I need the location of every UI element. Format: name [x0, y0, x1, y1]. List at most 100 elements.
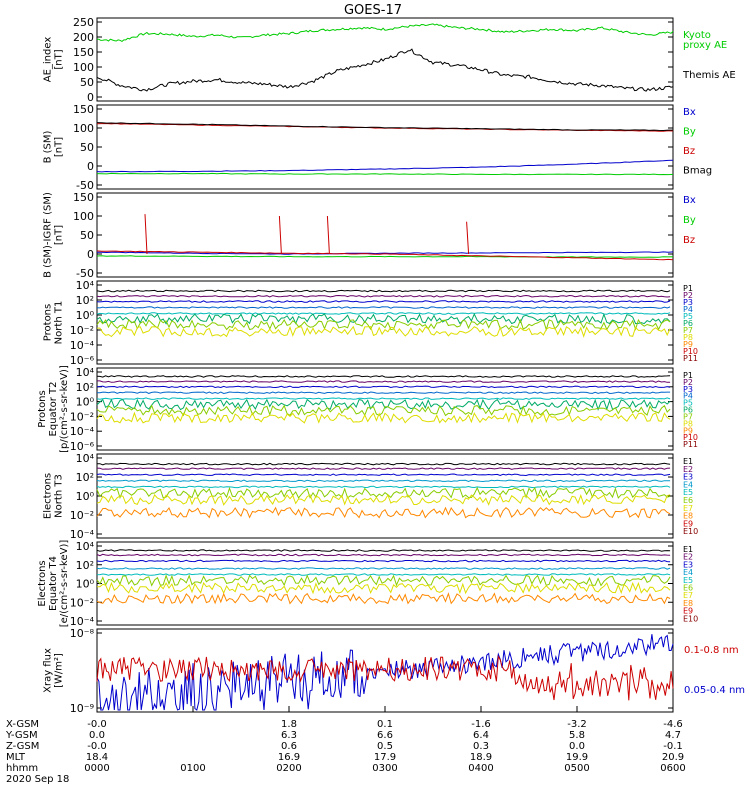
y-axis-label: B (SM) — [43, 130, 54, 163]
flux-channel-e5 — [96, 573, 671, 576]
panel-frame — [96, 192, 674, 278]
legend-entry: P7 — [683, 326, 693, 335]
y-tick-label: 10⁻⁶ — [70, 354, 95, 367]
flux-channel-e6 — [96, 486, 671, 500]
y-tick-label: 10⁴ — [76, 540, 95, 553]
y-tick-label: 10⁰ — [76, 396, 95, 409]
series-bmag — [96, 122, 673, 132]
legend-entry: P5 — [683, 399, 693, 408]
legend-entry: P8 — [683, 419, 693, 428]
legend-entry: P6 — [683, 319, 693, 328]
panel-protons_t1: 10⁴ 10² 10⁰ 10⁻² 10⁻⁴ 10⁻⁶ Protons North T1 P1P2… — [43, 279, 699, 367]
legend-entry: P8 — [683, 333, 693, 342]
flux-channel-e5 — [96, 485, 671, 489]
spike-line — [144, 214, 148, 255]
legend-entry: P10 — [683, 433, 698, 442]
flux-channel-p5 — [96, 397, 671, 400]
legend-entry: E4 — [683, 480, 693, 489]
panel-electrons_t3: 10⁴ 10² 10⁰ 10⁻² 10⁻⁴ Electrons North T3 E1E2E3… — [43, 452, 699, 541]
legend-entry: P11 — [683, 440, 698, 449]
x-axis-time: 0300 — [372, 763, 397, 774]
x-axis-value: -0.1 — [663, 741, 683, 752]
y-tick-label: 0 — [87, 91, 94, 104]
y-tick-label: 10⁰ — [76, 309, 95, 322]
flux-channel-p3 — [96, 300, 671, 303]
y-tick-label: 10⁻⁹ — [70, 702, 94, 715]
y-tick-label: 0 — [87, 248, 94, 261]
legend-entry: Bmag — [683, 166, 712, 177]
y-tick-label: 10² — [76, 559, 94, 572]
flux-channel-e7 — [97, 581, 671, 595]
x-axis-value: 4.7 — [665, 730, 681, 741]
flux-channel-p3 — [96, 385, 671, 389]
y-tick-label: 10⁰ — [76, 490, 95, 503]
flux-channel-e3 — [96, 559, 671, 563]
legend-entry: E8 — [683, 599, 693, 608]
y-tick-label: 10⁻⁴ — [70, 528, 95, 541]
legend-entry: Bx — [683, 107, 696, 118]
y-tick-label: 10⁻⁶ — [70, 440, 95, 453]
y-axis-label: AE_index — [43, 37, 54, 83]
series-themis-ae — [96, 48, 674, 92]
y-axis-label: [p/(cm²-s-sr-keV)] — [59, 365, 70, 453]
spike-line — [278, 215, 282, 255]
panel-frame — [96, 280, 674, 365]
legend-entry: P9 — [683, 426, 693, 435]
y-axis-label: [nT] — [54, 137, 65, 157]
x-row-label: MLT — [6, 752, 26, 763]
legend-entry: proxy AE — [683, 40, 727, 51]
flux-channel-e2 — [96, 553, 671, 557]
y-tick-label: 10⁴ — [76, 366, 95, 379]
series-0.1-0.8nm — [96, 655, 674, 701]
y-tick-label: 10⁻² — [70, 324, 94, 337]
y-tick-label: 10⁻² — [70, 509, 94, 522]
flux-channel-p8 — [97, 325, 671, 338]
y-tick-label: 100 — [73, 210, 94, 223]
legend-entry: E6 — [683, 496, 693, 505]
y-tick-label: 0 — [87, 160, 94, 173]
legend-entry: E6 — [683, 584, 693, 593]
y-tick-label: 10⁻⁴ — [70, 615, 95, 628]
x-row-label: hhmm — [6, 763, 38, 774]
legend-entry: P6 — [683, 406, 693, 415]
legend-entry: Kyoto — [683, 30, 711, 41]
x-axis-value: 0.6 — [281, 741, 297, 752]
series-by — [96, 172, 674, 176]
flux-channel-p5 — [96, 312, 671, 315]
flux-channel-e8 — [96, 506, 671, 519]
series-bx — [97, 251, 674, 255]
flux-channel-e2 — [96, 467, 671, 470]
x-axis-value: 0.1 — [377, 719, 393, 730]
flux-channel-e8 — [96, 592, 671, 605]
x-axis-value: 6.4 — [473, 730, 489, 741]
y-tick-label: -50 — [76, 179, 94, 192]
flux-channel-p6 — [96, 398, 671, 411]
y-axis-label: [nT] — [54, 49, 65, 69]
flux-channel-p7 — [96, 318, 671, 332]
y-axis-label: North T1 — [54, 301, 65, 345]
legend-entry: 0.05-0.4 nm — [684, 685, 745, 696]
legend-entry: P2 — [683, 291, 693, 300]
legend-entry: P9 — [683, 340, 693, 349]
y-axis-label: [e/(cm²-s-sr-keV)] — [59, 540, 70, 628]
flux-channel-p4 — [96, 306, 671, 309]
y-axis-label: North T3 — [54, 474, 65, 518]
x-row-label: Y-GSM — [5, 730, 38, 741]
legend-entry: P5 — [683, 312, 693, 321]
legend-entry: By — [683, 127, 696, 138]
flux-channel-p6 — [96, 312, 671, 325]
series-kyoto-proxy-ae — [97, 23, 674, 42]
x-axis-value: 6.3 — [281, 730, 297, 741]
legend-entry: Bz — [683, 146, 695, 157]
flux-channel-p7 — [96, 404, 671, 417]
x-row-label: X-GSM — [6, 719, 39, 730]
legend-entry: E2 — [683, 553, 693, 562]
legend-entry: P11 — [683, 354, 698, 363]
panel-frame — [96, 17, 674, 102]
legend-entry: P4 — [683, 392, 693, 401]
series-bz — [96, 250, 674, 261]
legend-entry: E5 — [683, 576, 693, 585]
y-tick-label: 100 — [73, 61, 94, 74]
legend-entry: E3 — [683, 560, 693, 569]
y-axis-label: [W/m²] — [54, 653, 65, 688]
